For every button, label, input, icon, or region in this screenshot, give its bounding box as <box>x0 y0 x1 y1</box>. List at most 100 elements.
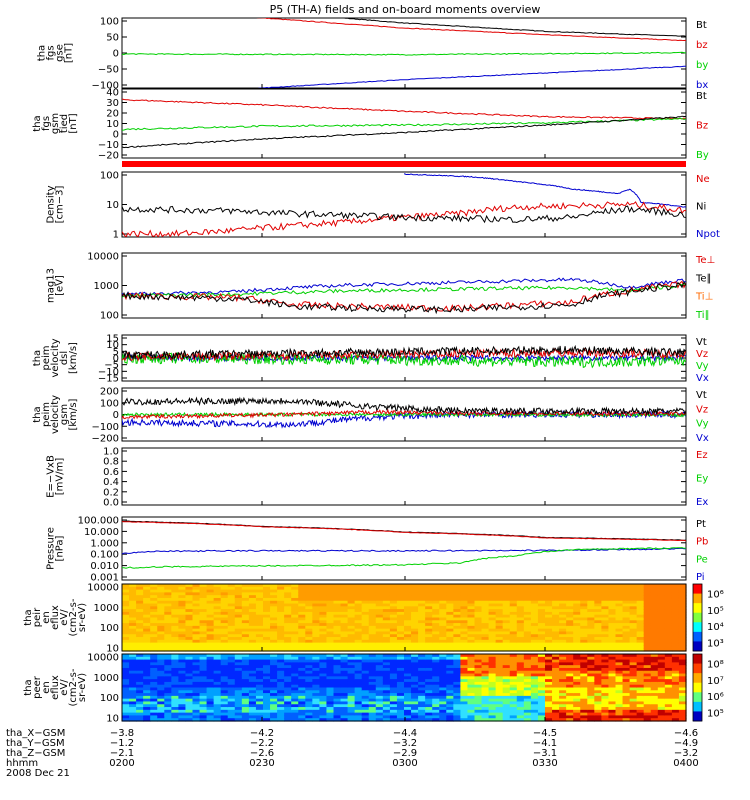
spectrogram-cell <box>129 662 137 666</box>
spectrogram-cell <box>270 709 278 714</box>
spectrogram-cell <box>396 606 405 610</box>
spectrogram-cell <box>382 709 391 714</box>
spectrogram-cell <box>537 707 546 711</box>
spectrogram-cell <box>312 642 320 647</box>
spectrogram-cell <box>312 614 320 619</box>
spectrogram-cell <box>425 595 433 599</box>
spectrogram-cell <box>326 707 335 711</box>
spectrogram-cell <box>312 595 320 599</box>
spectrogram-cell <box>502 684 511 689</box>
spectrogram-cell <box>664 617 673 621</box>
spectrogram-cell <box>671 679 680 683</box>
spectrogram-cell <box>291 628 299 633</box>
spectrogram-cell <box>664 592 673 596</box>
spectrogram-cell <box>326 631 335 635</box>
spectrogram-cell <box>396 670 405 675</box>
spectrogram-cell <box>305 681 313 686</box>
spectrogram-cell <box>580 659 588 663</box>
spectrogram-cell <box>333 625 342 630</box>
spectrogram-cell <box>537 597 546 602</box>
spectrogram-cell <box>502 656 511 661</box>
spectrogram-cell <box>164 707 172 711</box>
spectrogram-cell <box>389 687 398 691</box>
spectrogram-cell <box>594 662 602 666</box>
ytick-label: 15 <box>106 334 119 345</box>
panel-frame <box>121 447 687 506</box>
spectrogram-cell <box>354 600 363 605</box>
spectrogram-cell <box>389 662 398 666</box>
spectrogram-cell <box>178 712 187 717</box>
spectrogram-cell <box>389 673 398 677</box>
spectrogram-cell <box>234 695 243 700</box>
spectrogram-cell <box>509 715 518 719</box>
spectrogram-cell <box>270 639 278 644</box>
spectrogram-cell <box>580 707 588 711</box>
spectrogram-cell <box>305 667 313 672</box>
spectrogram-cell <box>234 584 243 588</box>
spectrogram-cell <box>481 681 490 686</box>
spectrogram-cell <box>354 667 363 672</box>
spectrogram-cell <box>368 606 377 610</box>
spectrogram-cell <box>439 656 447 661</box>
spectrogram-cell <box>678 611 687 616</box>
spectrogram-cell <box>629 712 638 717</box>
spectrogram-cell <box>340 611 349 616</box>
spectrogram-cell <box>248 690 257 694</box>
spectrogram-cell <box>650 637 659 641</box>
spectrogram-cell <box>185 631 194 635</box>
spectrogram-cell <box>129 586 137 591</box>
spectrogram-cell <box>396 628 405 633</box>
spectrogram-cell <box>545 707 553 711</box>
spectrogram-cell <box>411 592 419 596</box>
spectrogram-cell <box>545 648 553 652</box>
spectrogram-cell <box>404 709 412 714</box>
spectrogram-cell <box>664 654 673 658</box>
spectrogram-cell <box>326 687 335 691</box>
spectrogram-cell <box>382 659 391 663</box>
spectrogram-cell <box>629 620 638 624</box>
spectrogram-cell <box>263 662 271 666</box>
spectrogram-cell <box>678 681 687 686</box>
spectrogram-cell <box>474 625 483 630</box>
spectrogram-cell <box>446 611 454 616</box>
spectrogram-cell <box>678 718 687 722</box>
spectrogram-cell <box>270 645 278 649</box>
spectrogram-cell <box>255 645 264 649</box>
spectrogram-cell <box>629 645 638 649</box>
spectrogram-cell <box>460 623 469 627</box>
spectrogram-cell <box>164 659 172 663</box>
spectrogram-cell <box>474 701 483 705</box>
spectrogram-cell <box>122 704 130 708</box>
spectrogram-cell <box>453 684 461 689</box>
spectrogram-cell <box>157 681 165 686</box>
spectrogram-cell <box>284 620 292 624</box>
legend-label: Ex <box>696 497 708 508</box>
spectrogram-cell <box>340 718 349 722</box>
spectrogram-cell <box>361 687 370 691</box>
spectrogram-cell <box>552 662 560 666</box>
spectrogram-cell <box>389 712 398 717</box>
spectrogram-cell <box>263 589 271 593</box>
spectrogram-cell <box>206 656 215 661</box>
spectrogram-cell <box>396 631 405 635</box>
spectrogram-cell <box>594 592 602 596</box>
spectrogram-cell <box>241 603 250 607</box>
spectrogram-cell <box>453 586 461 591</box>
spectrogram-cell <box>389 620 398 624</box>
ytick-label: 100 <box>100 398 119 409</box>
spectrogram-cell <box>248 597 257 602</box>
ytick-label: −100 <box>92 81 119 92</box>
spectrogram-cell <box>580 639 588 644</box>
spectrogram-cell <box>241 592 250 596</box>
spectrogram-cell <box>495 586 504 591</box>
ytick-label: 100 <box>100 17 119 28</box>
spectrogram-cell <box>255 707 264 711</box>
spectrogram-cell <box>580 673 588 677</box>
spectrogram-cell <box>425 667 433 672</box>
spectrogram-cell <box>559 637 567 641</box>
spectrogram-cell <box>396 679 405 683</box>
spectrogram-cell <box>171 656 179 661</box>
spectrogram-cell <box>185 681 194 686</box>
spectrogram-cell <box>136 597 144 602</box>
spectrogram-cell <box>608 718 617 722</box>
